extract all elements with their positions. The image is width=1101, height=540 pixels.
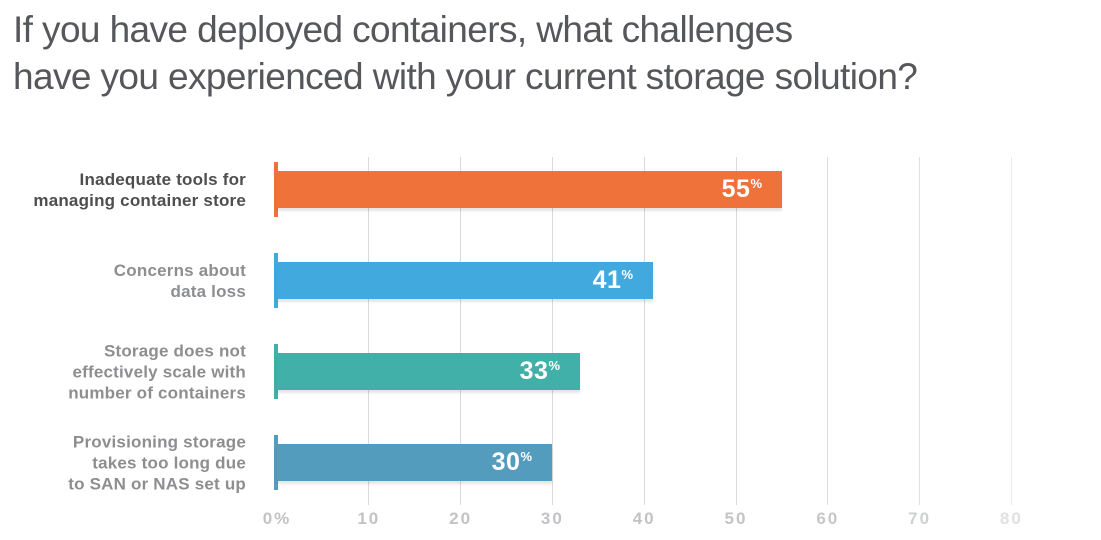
gridline [1010,157,1012,505]
bar-row: Concerns about data loss 41% [0,253,1101,308]
gridline [460,157,462,505]
gridline [735,157,737,505]
bar-zero-tick [274,253,278,308]
bar-value-label: 33% [520,357,580,386]
x-axis-tick-label: 0% [262,509,292,528]
chart-title-line2: have you experienced with your current s… [13,56,918,97]
bar-zero-tick [274,344,278,399]
bar-value-number: 30 [491,448,521,476]
gridline [551,157,553,505]
gridline [368,157,370,505]
x-axis-tick-label: 30 [540,509,564,528]
bar-value-label: 41% [593,266,653,295]
category-label: Storage does not effectively scale with nu… [68,341,246,402]
x-axis-tick-label: 60 [816,509,840,528]
x-axis-tick-label: 10 [357,509,381,528]
x-axis-tick-label: 80 [999,509,1023,528]
category-label: Concerns about data loss [113,260,246,301]
gridline [827,157,829,505]
bar-zero-tick [274,435,278,490]
bar-value-label: 55% [722,175,782,204]
chart-title: If you have deployed containers, what ch… [13,6,918,100]
bar: 41% [277,262,653,299]
category-label: Provisioning storage takes too long due to… [68,432,246,493]
bar-row: Provisioning storage takes too long due to… [0,432,1101,493]
x-axis-tick-label: 50 [724,509,748,528]
bar: 30% [277,444,552,481]
x-axis-tick-label: 70 [908,509,932,528]
category-label: Inadequate tools for managing container s… [33,169,246,210]
x-axis-tick-label: 40 [632,509,656,528]
bar-value-number: 41 [592,266,622,294]
bar: 55% [277,171,782,208]
bar-value-number: 33 [519,357,549,385]
gridline [919,157,921,505]
percent-sign: % [520,449,532,464]
x-axis: 0% 10 20 30 40 50 60 70 80 [0,509,1101,533]
x-axis-tick-label: 20 [449,509,473,528]
bar-zero-tick [274,162,278,217]
bar-row: Inadequate tools for managing container s… [0,162,1101,217]
bar-row: Storage does not effectively scale with nu… [0,341,1101,402]
bar-value-label: 30% [492,448,552,477]
bar: 33% [277,353,580,390]
gridline [643,157,645,505]
percent-sign: % [548,358,560,373]
percent-sign: % [621,267,633,282]
percent-sign: % [750,176,762,191]
chart-title-line1: If you have deployed containers, what ch… [13,9,793,50]
bar-value-number: 55 [721,175,751,203]
